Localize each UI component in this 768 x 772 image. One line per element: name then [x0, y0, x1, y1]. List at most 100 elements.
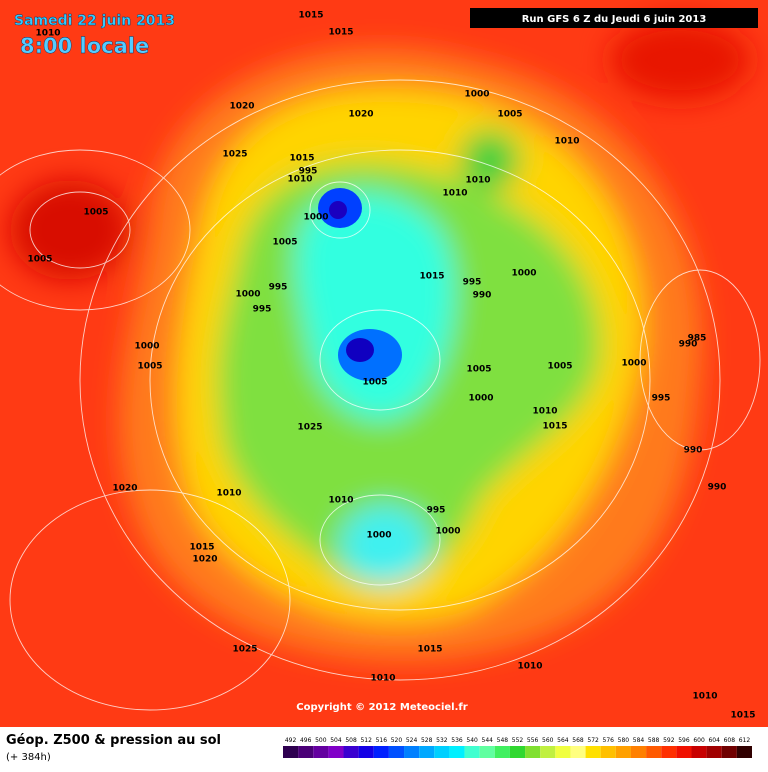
- isobar-label: 1020: [192, 555, 217, 565]
- isobar-label: 990: [684, 446, 703, 456]
- isobar-label: 1025: [297, 423, 322, 433]
- legend-cell: [585, 746, 601, 758]
- isobar-label: 1015: [730, 711, 755, 721]
- legend-label: 508: [345, 737, 357, 744]
- legend-label: 544: [482, 737, 494, 744]
- footer-lead: (+ 384h): [6, 752, 51, 763]
- legend-cell: [721, 746, 737, 758]
- legend-cell: [570, 746, 586, 758]
- low-core: [346, 338, 374, 362]
- map-field: Run GFS 6 Z du Jeudi 6 juin 2013 Samedi …: [0, 0, 768, 727]
- legend-cell: [388, 746, 405, 758]
- isobar-label: 1000: [511, 269, 536, 279]
- isobar-label: 995: [652, 394, 671, 404]
- legend-label: 540: [466, 737, 478, 744]
- isobar-label: 1005: [83, 208, 108, 218]
- legend-label: 608: [724, 737, 736, 744]
- legend-label: 552: [512, 737, 524, 744]
- legend-label: 592: [663, 737, 675, 744]
- legend-label: 492: [285, 737, 297, 744]
- isobar-label: 990: [708, 483, 727, 493]
- low-core: [329, 201, 347, 219]
- legend-label: 580: [618, 737, 630, 744]
- legend-cell: [419, 746, 435, 758]
- isobar-label: 1015: [328, 28, 353, 38]
- isobar-label: 990: [679, 340, 698, 350]
- legend-cell: [555, 746, 571, 758]
- legend-cell: [736, 746, 752, 758]
- low-field: [10, 180, 130, 280]
- legend-cell: [525, 746, 541, 758]
- isobar-label: 1025: [232, 645, 257, 655]
- isobar-label: 995: [269, 283, 288, 293]
- isobar-label: 1010: [465, 176, 490, 186]
- date-label: Samedi 22 juin 2013: [14, 13, 175, 29]
- legend-cell: [464, 746, 480, 758]
- legend-label: 500: [315, 737, 327, 744]
- legend-cell: [646, 746, 662, 758]
- isobar-label: 1010: [554, 137, 579, 147]
- isobar-label: 1000: [235, 290, 260, 300]
- legend-cell: [283, 746, 299, 758]
- zone-green: [460, 130, 520, 190]
- legend-label: 576: [603, 737, 615, 744]
- isobar-label: 1000: [366, 531, 391, 541]
- isobar-label: 1005: [27, 255, 52, 265]
- legend-label: 612: [739, 737, 751, 744]
- zone-cyan: [295, 192, 455, 421]
- legend-label: 584: [633, 737, 645, 744]
- isobar-label: 1020: [112, 484, 137, 494]
- isobar-label: 1010: [287, 175, 312, 185]
- isobar-label: 1015: [417, 645, 442, 655]
- isobar-label: 1010: [442, 189, 467, 199]
- legend-cell: [358, 746, 374, 758]
- legend-cell: [691, 746, 707, 758]
- isobar-label: 1005: [272, 238, 297, 248]
- legend-label: 516: [376, 737, 388, 744]
- legend-cell: [328, 746, 344, 758]
- legend-label: 556: [527, 737, 539, 744]
- legend-label: 572: [587, 737, 599, 744]
- legend-cell: [494, 746, 510, 758]
- isobar-label: 1005: [497, 110, 522, 120]
- legend-label: 532: [436, 737, 448, 744]
- copyright: Copyright © 2012 Meteociel.fr: [296, 702, 467, 713]
- isobar-label: 1010: [692, 692, 717, 702]
- isobar-label: 1000: [303, 213, 328, 223]
- isobar-label: 1015: [298, 11, 323, 21]
- isobar-label: 985: [688, 334, 707, 344]
- isobar-label: 1005: [362, 378, 387, 388]
- isobar-label: 1005: [547, 362, 572, 372]
- isobar-label: 1015: [289, 154, 314, 164]
- legend-cell: [615, 746, 631, 758]
- legend-label: 560: [542, 737, 554, 744]
- footer-title: Géop. Z500 & pression au sol: [6, 733, 221, 748]
- legend-cell: [434, 746, 450, 758]
- legend-label: 564: [557, 737, 569, 744]
- isobar-label: 1015: [419, 272, 444, 282]
- legend-cell: [661, 746, 677, 758]
- legend-label: 588: [648, 737, 660, 744]
- legend-cell: [630, 746, 647, 758]
- isobar-label: 995: [427, 506, 446, 516]
- isobar-label: 1010: [216, 489, 241, 499]
- legend-cell: [540, 746, 556, 758]
- isobar-label: 1010: [328, 496, 353, 506]
- isobar-label: 1010: [532, 407, 557, 417]
- legend-cell: [343, 746, 359, 758]
- legend-cell: [706, 746, 722, 758]
- isobar-label: 1005: [466, 365, 491, 375]
- legend-cell: [313, 746, 329, 758]
- legend-cell: [449, 746, 465, 758]
- legend-label: 548: [497, 737, 509, 744]
- legend-cell: [404, 746, 420, 758]
- legend-label: 524: [406, 737, 418, 744]
- legend-label: 536: [451, 737, 463, 744]
- legend-label: 604: [708, 737, 720, 744]
- legend-label: 528: [421, 737, 433, 744]
- legend-cell: [509, 746, 526, 758]
- legend-label: 520: [391, 737, 403, 744]
- isobar-label: 995: [299, 167, 318, 177]
